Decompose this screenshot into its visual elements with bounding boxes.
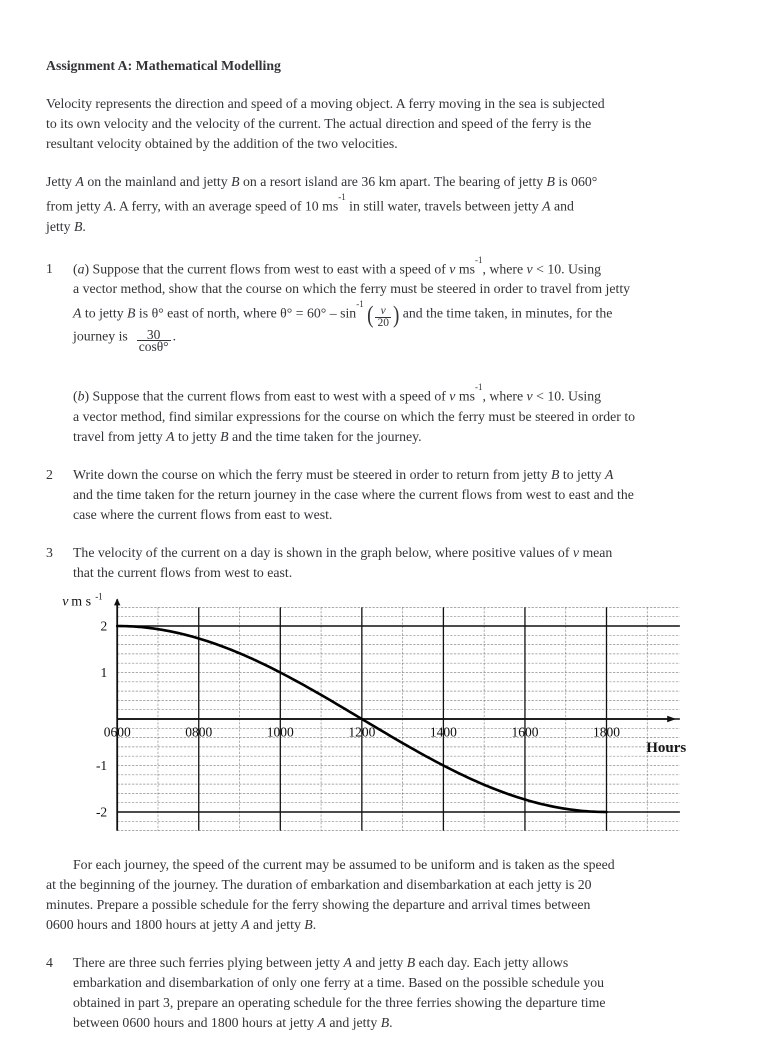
- svg-text:-2: -2: [96, 804, 107, 819]
- svg-text:1400: 1400: [430, 724, 457, 739]
- svg-text:1: 1: [100, 665, 107, 680]
- svg-text:0800: 0800: [185, 724, 212, 739]
- svg-text:-1: -1: [96, 758, 107, 773]
- svg-text:1800: 1800: [593, 724, 620, 739]
- svg-text:v: v: [62, 594, 69, 609]
- svg-text:0600: 0600: [104, 724, 131, 739]
- svg-text:1600: 1600: [511, 724, 538, 739]
- svg-text:2: 2: [100, 618, 107, 633]
- svg-text:Hours: Hours: [646, 740, 686, 756]
- svg-text:1000: 1000: [267, 724, 294, 739]
- svg-text:-1: -1: [95, 591, 103, 601]
- svg-text:m s: m s: [71, 594, 91, 609]
- svg-text:1200: 1200: [348, 724, 375, 739]
